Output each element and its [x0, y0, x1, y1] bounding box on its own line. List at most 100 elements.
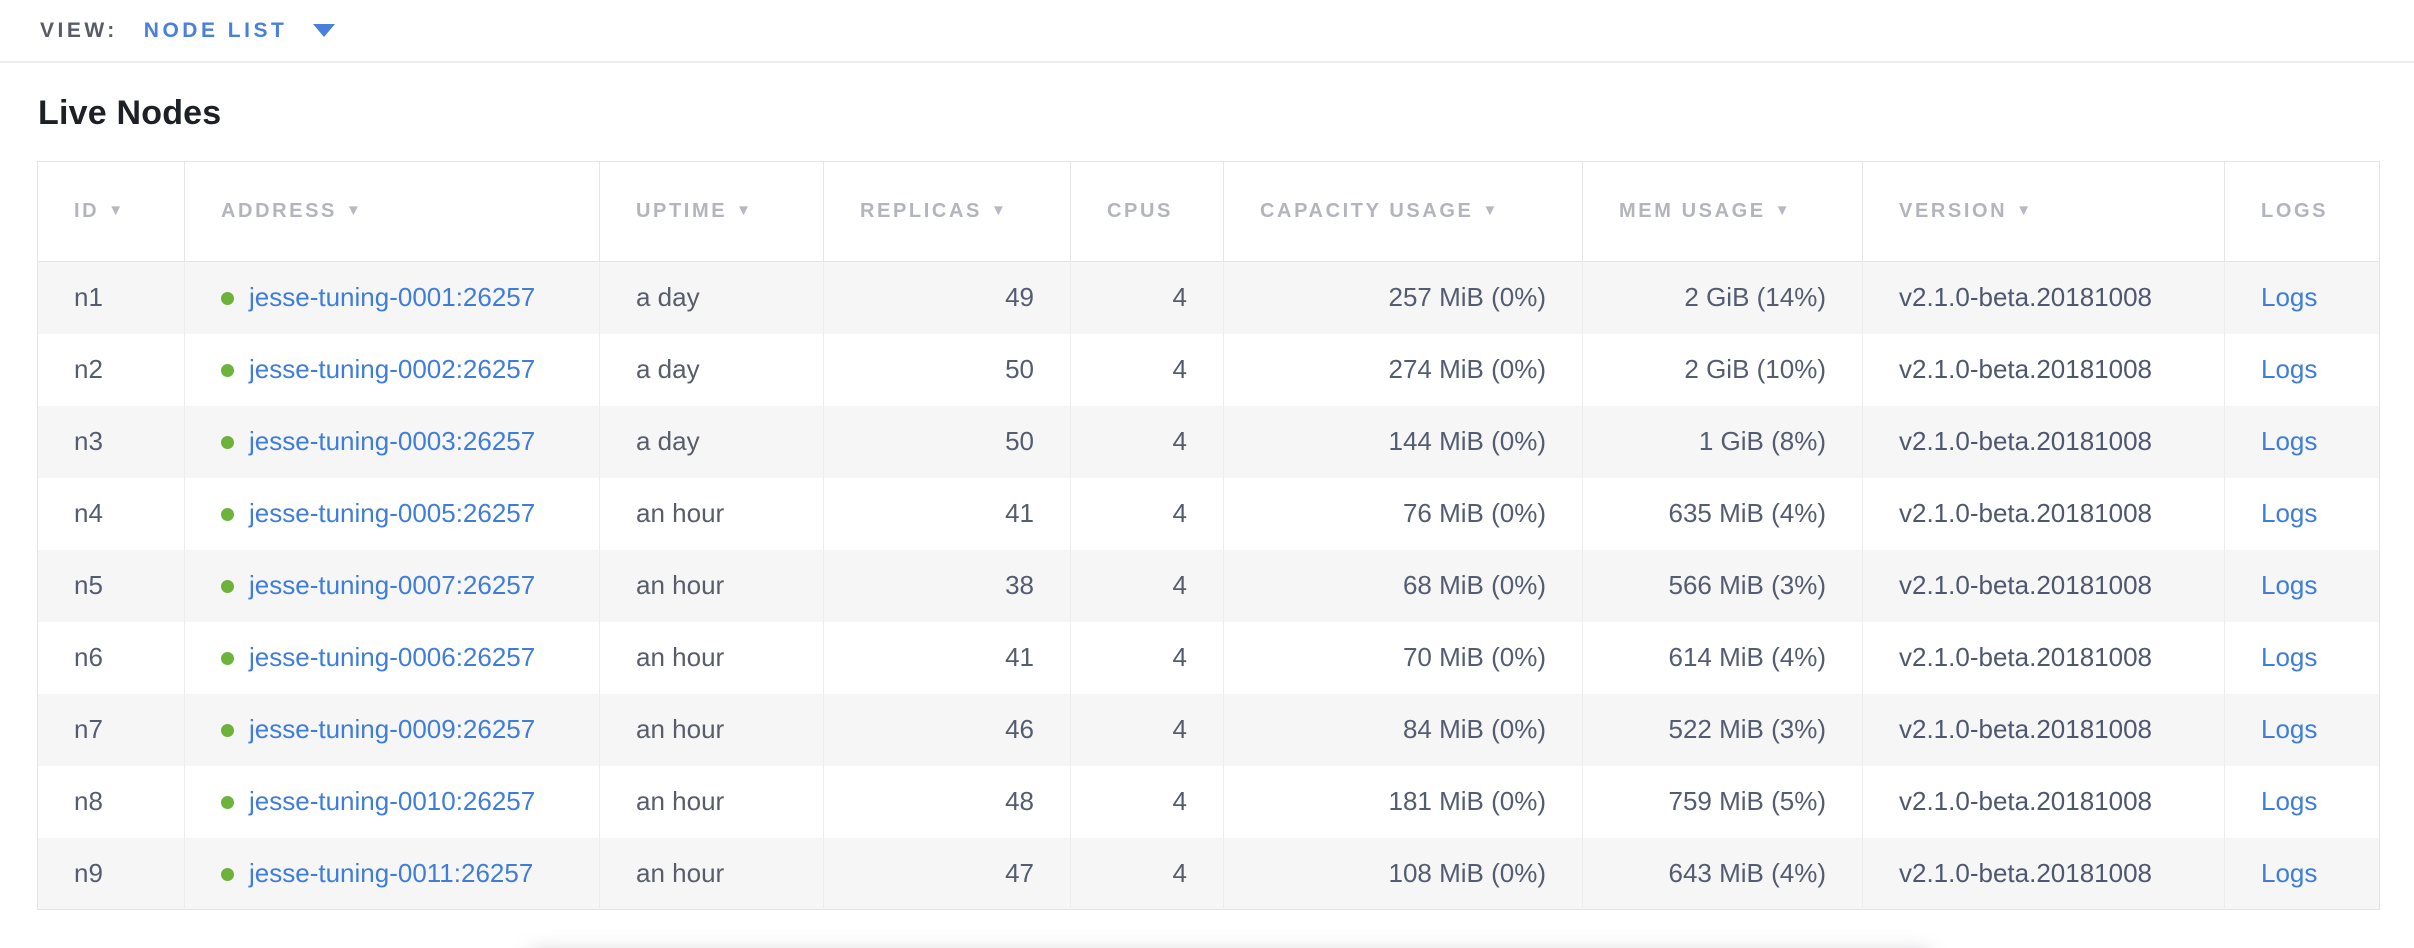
column-header-version[interactable]: VERSION ▼: [1862, 161, 2225, 262]
node-uptime-cell: an hour: [599, 477, 824, 550]
node-health-green-dot-icon: [221, 867, 234, 881]
column-header-logs: LOGS: [2224, 161, 2380, 262]
node-id-cell: n1: [37, 261, 185, 334]
node-address-link[interactable]: jesse-tuning-0007:26257: [249, 570, 536, 600]
node-address-link[interactable]: jesse-tuning-0003:26257: [249, 426, 536, 456]
node-version-cell: v2.1.0-beta.20181008: [1862, 837, 2225, 910]
column-header-mem-usage[interactable]: MEM USAGE ▼: [1582, 161, 1863, 262]
node-replicas-cell: 50: [823, 333, 1071, 406]
node-id-cell: n5: [37, 549, 185, 622]
node-capacity-usage-cell: 68 MiB (0%): [1223, 549, 1583, 622]
column-label: ADDRESS: [221, 200, 337, 222]
node-logs-link[interactable]: Logs: [2261, 354, 2318, 384]
node-address-link[interactable]: jesse-tuning-0005:26257: [249, 498, 536, 528]
node-id-cell: n4: [37, 477, 185, 550]
column-header-capacity-usage[interactable]: CAPACITY USAGE ▼: [1223, 161, 1583, 262]
node-logs-cell: Logs: [2225, 622, 2380, 694]
table-row: n2 jesse-tuning-0002:26257 a day 50 4 27…: [37, 333, 2380, 406]
live-nodes-table: ID ▼ ADDRESS ▼ UPTIME ▼ REPLICAS ▼ CPUS CAPA…: [37, 161, 2380, 910]
node-version-cell: v2.1.0-beta.20181008: [1862, 333, 2225, 406]
node-cpus-cell: 4: [1070, 765, 1224, 838]
table-row: n6 jesse-tuning-0006:26257 an hour 41 4 …: [37, 621, 2380, 694]
sort-arrow-icon: ▼: [108, 202, 126, 219]
node-uptime-cell: an hour: [599, 621, 824, 694]
table-row: n7 jesse-tuning-0009:26257 an hour 46 4 …: [37, 693, 2380, 766]
node-address-cell: jesse-tuning-0003:26257: [184, 405, 600, 478]
node-replicas-cell: 47: [823, 837, 1071, 910]
view-selector-bar: VIEW: NODE LIST: [0, 0, 2414, 63]
node-mem-usage-cell: 635 MiB (4%): [1582, 477, 1863, 550]
node-uptime-cell: an hour: [599, 693, 824, 766]
node-address-cell: jesse-tuning-0002:26257: [184, 333, 600, 406]
node-address-link[interactable]: jesse-tuning-0009:26257: [249, 714, 536, 744]
view-label: VIEW:: [40, 18, 118, 42]
node-logs-cell: Logs: [2225, 406, 2380, 478]
node-logs-cell: Logs: [2225, 838, 2380, 910]
column-header-cpus: CPUS: [1070, 161, 1224, 262]
node-mem-usage-cell: 2 GiB (14%): [1582, 261, 1863, 334]
node-logs-link[interactable]: Logs: [2261, 570, 2318, 600]
view-dropdown[interactable]: NODE LIST: [144, 19, 336, 43]
node-mem-usage-cell: 759 MiB (5%): [1582, 765, 1863, 838]
node-logs-link[interactable]: Logs: [2261, 426, 2318, 456]
node-cpus-cell: 4: [1070, 333, 1224, 406]
node-version-cell: v2.1.0-beta.20181008: [1862, 477, 2225, 550]
node-address-link[interactable]: jesse-tuning-0010:26257: [249, 786, 536, 816]
node-replicas-cell: 41: [823, 477, 1071, 550]
column-header-id[interactable]: ID ▼: [37, 161, 185, 262]
table-row: n3 jesse-tuning-0003:26257 a day 50 4 14…: [37, 405, 2380, 478]
node-replicas-cell: 38: [823, 549, 1071, 622]
node-address-cell: jesse-tuning-0001:26257: [184, 261, 600, 334]
node-address-link[interactable]: jesse-tuning-0011:26257: [249, 857, 534, 888]
node-cpus-cell: 4: [1070, 621, 1224, 694]
node-id-cell: n2: [37, 333, 185, 406]
node-uptime-cell: an hour: [599, 549, 824, 622]
node-logs-cell: Logs: [2225, 478, 2380, 550]
node-mem-usage-cell: 566 MiB (3%): [1582, 549, 1863, 622]
node-cpus-cell: 4: [1070, 549, 1224, 622]
node-logs-link[interactable]: Logs: [2261, 786, 2318, 816]
node-capacity-usage-cell: 144 MiB (0%): [1223, 405, 1583, 478]
node-id-cell: n7: [37, 693, 185, 766]
column-label: ID: [74, 200, 100, 222]
node-health-green-dot-icon: [221, 796, 234, 809]
column-header-uptime[interactable]: UPTIME ▼: [599, 161, 824, 262]
table-row: n5 jesse-tuning-0007:26257 an hour 38 4 …: [37, 549, 2380, 622]
column-header-address[interactable]: ADDRESS ▼: [184, 161, 600, 262]
node-logs-link[interactable]: Logs: [2261, 498, 2318, 528]
node-logs-link[interactable]: Logs: [2261, 642, 2318, 672]
node-address-link[interactable]: jesse-tuning-0001:26257: [249, 282, 536, 313]
node-id-cell: n9: [37, 837, 185, 910]
chevron-down-icon: [313, 24, 336, 37]
node-health-green-dot-icon: [221, 436, 234, 449]
node-logs-cell: Logs: [2225, 766, 2380, 838]
sort-arrow-icon: ▼: [990, 202, 1009, 219]
node-logs-link[interactable]: Logs: [2261, 282, 2318, 313]
column-label: REPLICAS: [860, 200, 982, 222]
column-label: UPTIME: [636, 200, 728, 222]
node-logs-link[interactable]: Logs: [2261, 714, 2318, 744]
node-logs-cell: Logs: [2225, 550, 2380, 622]
node-cpus-cell: 4: [1070, 837, 1224, 910]
node-version-cell: v2.1.0-beta.20181008: [1862, 621, 2225, 694]
node-address-link[interactable]: jesse-tuning-0002:26257: [249, 354, 536, 384]
node-version-cell: v2.1.0-beta.20181008: [1862, 765, 2225, 838]
node-address-link[interactable]: jesse-tuning-0006:26257: [249, 642, 536, 672]
column-header-replicas[interactable]: REPLICAS ▼: [823, 161, 1071, 262]
node-cpus-cell: 4: [1070, 261, 1224, 334]
node-address-cell: jesse-tuning-0011:26257: [184, 837, 600, 910]
table-row: n4 jesse-tuning-0005:26257 an hour 41 4 …: [37, 477, 2380, 550]
node-capacity-usage-cell: 84 MiB (0%): [1223, 693, 1583, 766]
sort-arrow-icon: ▼: [1482, 202, 1500, 219]
node-cpus-cell: 4: [1070, 405, 1224, 478]
sort-arrow-icon: ▼: [736, 202, 754, 219]
node-version-cell: v2.1.0-beta.20181008: [1862, 405, 2225, 478]
node-version-cell: v2.1.0-beta.20181008: [1862, 549, 2225, 622]
node-capacity-usage-cell: 70 MiB (0%): [1223, 621, 1583, 694]
node-mem-usage-cell: 1 GiB (8%): [1582, 405, 1863, 478]
node-cpus-cell: 4: [1070, 693, 1224, 766]
table-row: n8 jesse-tuning-0010:26257 an hour 48 4 …: [37, 765, 2380, 838]
node-logs-link[interactable]: Logs: [2261, 857, 2318, 888]
node-id-cell: n8: [37, 765, 185, 838]
table-row: n9 jesse-tuning-0011:26257 an hour 47 4 …: [37, 837, 2380, 910]
